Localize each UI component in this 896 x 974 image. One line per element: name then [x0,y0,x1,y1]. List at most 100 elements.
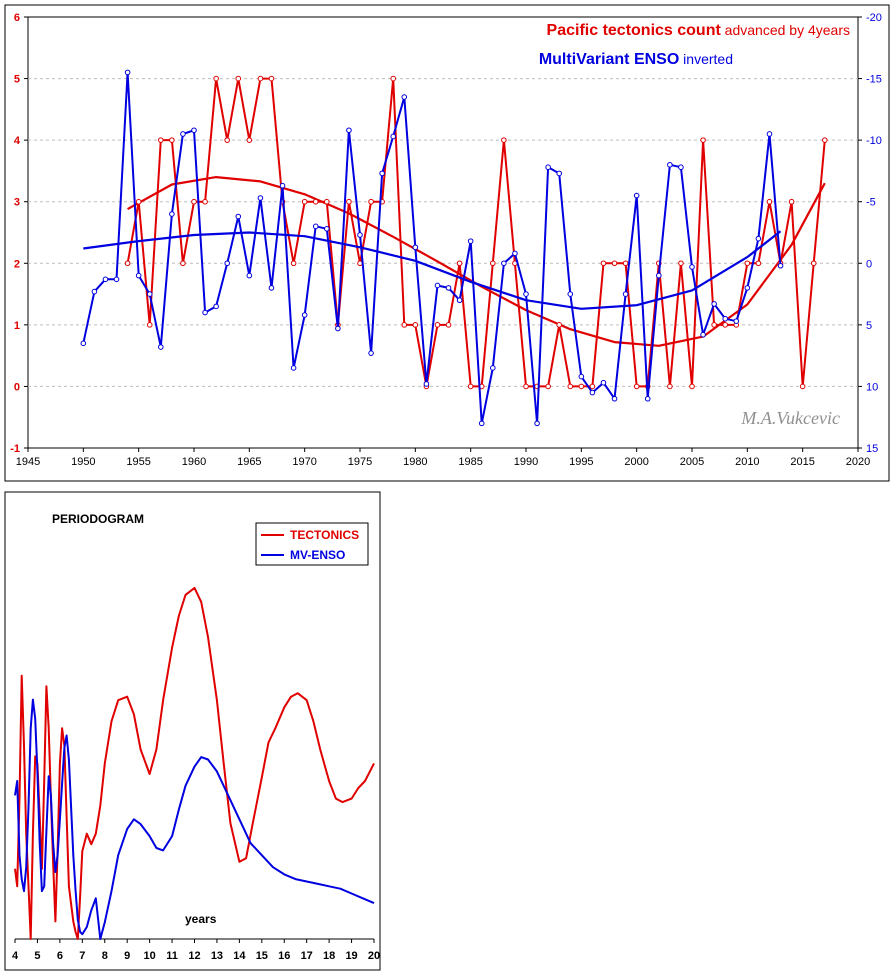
enso-point [257,195,264,201]
right-axis-ticks: 15 10 5 0 -5 -10 -15 -20 [858,12,882,455]
enso-point [191,127,197,134]
enso-point [545,164,551,171]
periodogram-legend: TECTONICS MV-ENSO [255,522,369,566]
enso-point [589,389,596,396]
timeseries-plot-area [27,16,859,449]
title-part1: Pacific tectonics count [547,22,722,39]
enso-point [368,350,374,356]
enso-point [158,344,164,350]
periodogram-tick-label: 4 [12,950,19,962]
periodogram-tick-label: 5 [34,950,40,962]
tectonics-point [722,322,729,328]
tectonics-point [490,260,496,267]
right-tick-label: 10 [866,381,878,393]
enso-point [567,291,574,297]
tectonics-point [700,137,706,143]
tectonics-point [600,260,607,267]
enso-point [235,213,242,220]
enso-point [534,420,540,427]
right-tick-label: -15 [866,74,882,86]
enso-point [678,164,684,171]
enso-point [146,291,153,297]
left-tick-label: 6 [14,12,20,24]
tectonics-point [434,322,441,328]
tectonics-point [633,383,640,390]
enso-point [268,285,275,291]
tectonics-point [556,322,563,328]
enso-point [700,331,706,338]
periodogram-title: PERIODOGRAM [52,512,144,526]
enso-point [91,288,98,295]
tectonics-point [567,383,574,390]
x-tick-label: 2010 [735,456,759,468]
enso-point [501,260,507,267]
tectonics-point [257,75,264,82]
tectonics-point [324,198,330,205]
enso-point [578,373,585,380]
right-tick-label: 5 [866,320,872,332]
x-tick-label: 2005 [680,456,704,468]
title-part2: advanced by 4years [721,22,850,38]
enso-point [766,131,773,137]
enso-point [744,285,751,291]
legend-box [255,522,369,566]
enso-point [777,262,784,269]
tectonics-point [246,137,253,143]
tectonics-point [346,198,352,205]
enso-point [113,276,120,283]
x-tick-label: 1960 [182,456,206,468]
right-tick-label: 15 [866,443,878,455]
enso-point [445,285,452,291]
tectonics-point [180,260,186,267]
tectonics-point [146,322,153,328]
tectonics-point [445,322,452,328]
x-tick-label: 2020 [846,456,870,468]
right-tick-label: -10 [866,135,882,147]
watermark: M.A.Vukcevic [740,408,840,428]
periodogram-frame [4,491,381,971]
tectonics-point [611,260,618,267]
legend-label-tectonics: TECTONICS [290,528,359,542]
x-tick-label: 1995 [569,456,593,468]
enso-point [622,291,629,297]
periodogram-tick-label: 10 [144,950,156,962]
x-tick-label: 1975 [348,456,372,468]
enso-point [423,381,430,387]
enso-point [224,260,230,267]
left-tick-label: 5 [14,74,20,86]
left-tick-label: -1 [10,443,20,455]
right-tick-label: -5 [866,197,876,209]
periodogram-tick-label: 13 [211,950,223,962]
periodogram-chart: 4 5 6 7 8 9 10 11 12 13 14 15 16 17 18 19 20 PERIODOGRAM… [4,491,381,971]
tectonics-periodogram-line [14,586,375,940]
tectonics-trend-line [127,176,826,347]
enso-point [644,395,651,402]
tectonics-point [689,383,695,390]
tectonics-point [799,383,806,390]
enso-point [467,238,474,244]
tectonics-point [744,260,751,267]
enso-point [722,315,729,322]
tectonics-point [578,383,585,390]
enso-point [202,309,208,316]
enso-point [412,244,419,251]
left-tick-label: 3 [14,197,20,209]
enso-point [312,223,319,230]
enso-point [124,69,131,76]
x-tick-label: 2015 [790,456,814,468]
periodogram-tick-label: 7 [79,950,85,962]
left-tick-label: 1 [14,320,20,332]
x-tick-label: 1985 [458,456,482,468]
enso-trend-line [83,230,782,310]
tectonics-point [401,322,408,328]
legend-label-enso: MV-ENSO [290,548,345,562]
periodogram-tick-label: 8 [102,950,108,962]
enso-line [82,71,782,425]
subtitle-part1: MultiVariant ENSO [539,51,679,68]
enso-point [290,365,297,371]
tectonics-point [312,198,319,205]
periodogram-tick-label: 16 [278,950,290,962]
tectonics-point [545,383,551,390]
